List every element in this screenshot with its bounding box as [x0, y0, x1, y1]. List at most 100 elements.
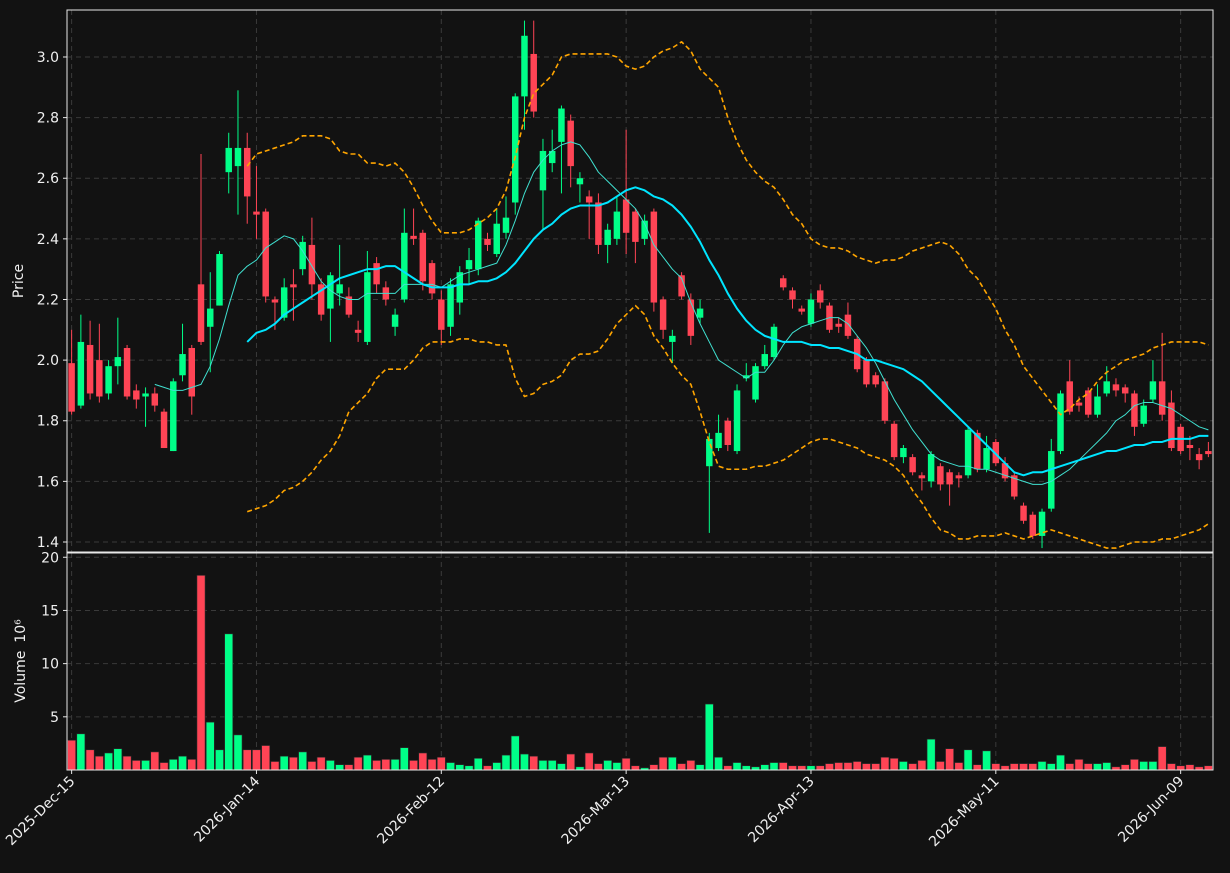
candle-body: [1075, 402, 1083, 406]
candle-body: [835, 323, 842, 327]
candle-body: [1131, 393, 1138, 427]
volume-bar: [704, 703, 714, 771]
volume-bar: [1065, 763, 1075, 771]
volume-bar: [372, 760, 381, 771]
candle-body: [1094, 396, 1101, 415]
volume-bar: [436, 756, 446, 771]
candle-body: [946, 472, 953, 485]
volume-bar: [510, 735, 520, 771]
volume-bar: [686, 760, 696, 771]
candle-body: [1011, 475, 1018, 497]
candle-body: [105, 366, 112, 394]
candle-body: [576, 178, 584, 185]
volume-bar: [972, 764, 982, 771]
candle-body: [1186, 444, 1194, 449]
candle-body: [86, 344, 94, 394]
y-tick-label: 2.2: [37, 292, 59, 308]
candle-body: [401, 232, 408, 300]
volume-bar: [714, 756, 723, 771]
candle-body: [68, 363, 75, 412]
candle-body: [197, 284, 205, 342]
candle-body: [216, 254, 223, 306]
y-tick-label: 1.8: [37, 414, 59, 430]
candle-body: [1195, 454, 1203, 461]
candle-body: [262, 211, 269, 297]
candle-body: [317, 284, 325, 315]
moving-average: [154, 141, 1209, 485]
candle-body: [964, 429, 972, 476]
candle-body: [419, 232, 427, 282]
candle-body: [234, 147, 242, 167]
candle-body: [937, 466, 944, 485]
volume-bar: [612, 762, 622, 771]
volume-bar: [233, 734, 243, 771]
candle-body: [1205, 451, 1212, 455]
volume-bar: [215, 749, 224, 771]
moving-average: [246, 186, 1209, 477]
volume-bar: [769, 762, 779, 771]
volume-bar: [455, 764, 465, 771]
y-tick-label: 2.0: [37, 353, 59, 369]
candle-body: [299, 241, 306, 270]
candle-body: [650, 211, 658, 303]
candle-body: [345, 296, 353, 315]
candle-body: [410, 235, 417, 239]
candle-body: [752, 366, 759, 400]
y-tick-label: 1.6: [37, 474, 59, 490]
candle-body: [881, 381, 889, 421]
candle-body: [484, 238, 491, 245]
volume-bar: [1046, 763, 1056, 771]
candle-body: [558, 108, 565, 142]
volume-bar: [658, 756, 668, 771]
volume-bar: [473, 757, 483, 771]
candle-body: [290, 284, 297, 288]
candle-body: [456, 272, 464, 303]
volume-bar: [362, 754, 372, 771]
volume-bar: [741, 765, 751, 771]
volume-bar: [1139, 761, 1149, 771]
volume-bar: [1157, 746, 1167, 771]
candle-body: [502, 217, 510, 233]
candle-body: [604, 229, 611, 245]
candle-body: [308, 244, 316, 285]
candle-body: [798, 308, 805, 312]
volume-bar: [1037, 761, 1047, 771]
candle-body: [900, 448, 907, 458]
volume-bar: [797, 765, 807, 771]
candle-body: [761, 354, 769, 367]
y-axis-label: Price: [11, 264, 27, 298]
volume-scale: 10⁶: [13, 619, 29, 643]
candle-body: [1020, 505, 1027, 521]
volume-bar: [1056, 754, 1065, 771]
volume-bar: [1185, 764, 1195, 771]
volume-bar: [815, 765, 825, 771]
volume-bar: [122, 755, 132, 771]
volume-bar: [1074, 759, 1084, 771]
volume-bar: [427, 759, 437, 771]
candle-body: [918, 475, 926, 479]
price-frame: [66, 9, 1214, 553]
candle-body: [696, 308, 704, 318]
candle-body: [1029, 514, 1037, 536]
candle-body: [955, 475, 963, 479]
candle-body: [585, 196, 593, 203]
volume-bar: [778, 762, 788, 771]
volume-bar: [159, 762, 169, 771]
volume-bar: [150, 751, 160, 771]
candle-body: [613, 211, 621, 239]
volume-bar: [326, 760, 335, 771]
y-tick-label: 3.0: [37, 50, 59, 66]
candle-body: [687, 299, 695, 336]
candle-body: [770, 326, 778, 358]
volume-bar: [1093, 763, 1102, 771]
volume-bar: [1148, 761, 1158, 771]
candle-body: [1168, 402, 1175, 449]
candle-body: [1066, 381, 1073, 412]
candle-body: [133, 390, 140, 400]
volume-bar: [446, 762, 455, 771]
candle-body: [373, 263, 380, 285]
volume-bar: [547, 760, 557, 771]
candle-body: [872, 375, 879, 385]
volume-bar: [621, 757, 631, 771]
candle-body: [391, 314, 399, 327]
